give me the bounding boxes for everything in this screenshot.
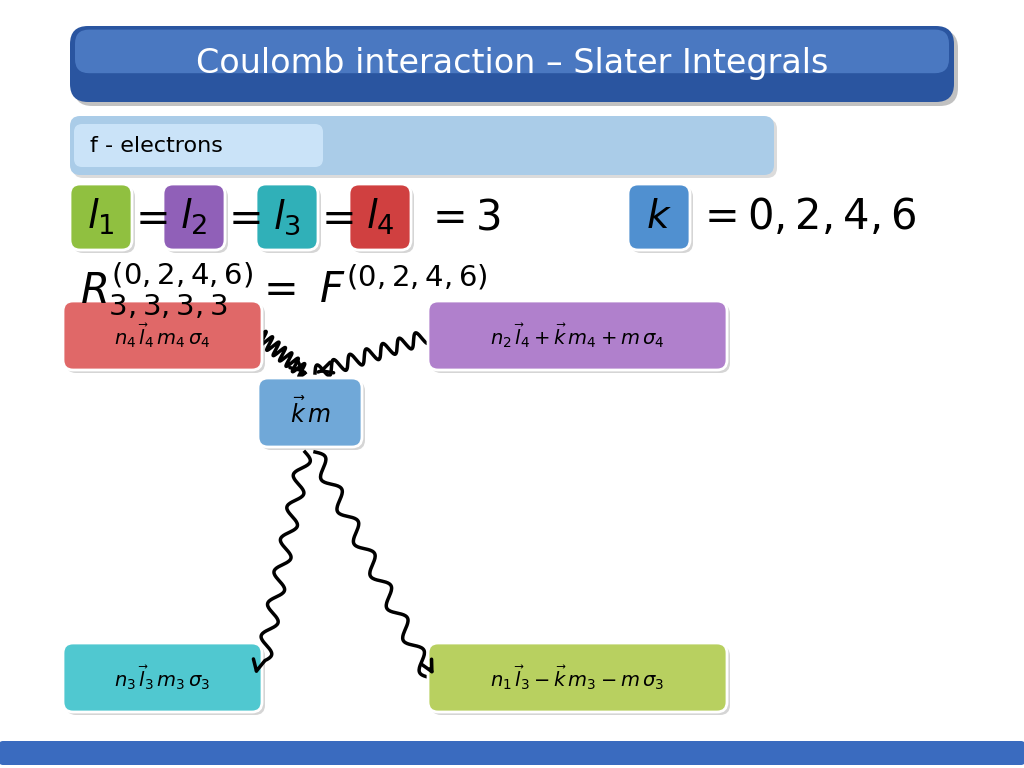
FancyBboxPatch shape xyxy=(349,184,411,250)
FancyBboxPatch shape xyxy=(75,30,949,73)
FancyBboxPatch shape xyxy=(70,184,132,250)
FancyBboxPatch shape xyxy=(431,304,730,373)
Text: $= 0, 2, 4, 6$: $= 0, 2, 4, 6$ xyxy=(696,196,916,238)
FancyBboxPatch shape xyxy=(258,378,362,447)
Text: $n_3\,\vec{l}_3\,m_3\,\sigma_3$: $n_3\,\vec{l}_3\,m_3\,\sigma_3$ xyxy=(115,664,211,692)
FancyBboxPatch shape xyxy=(70,116,774,175)
Text: Coulomb interaction – Slater Integrals: Coulomb interaction – Slater Integrals xyxy=(196,48,828,81)
Text: $n_2\,\vec{l}_4+\vec{k}\,m_4+m\,\sigma_4$: $n_2\,\vec{l}_4+\vec{k}\,m_4+m\,\sigma_4… xyxy=(490,321,665,349)
FancyBboxPatch shape xyxy=(0,741,1024,765)
FancyBboxPatch shape xyxy=(431,646,730,715)
FancyBboxPatch shape xyxy=(631,187,693,253)
FancyBboxPatch shape xyxy=(163,184,225,250)
Text: $k$: $k$ xyxy=(646,198,672,236)
Text: $=$: $=$ xyxy=(127,196,167,238)
Text: $=$: $=$ xyxy=(312,196,353,238)
Text: $l_3$: $l_3$ xyxy=(273,197,301,237)
Text: $= 3$: $= 3$ xyxy=(424,196,501,238)
FancyBboxPatch shape xyxy=(63,301,262,370)
Text: $\vec{k}\,m$: $\vec{k}\,m$ xyxy=(290,397,331,428)
Text: $= \ F^{(0,2,4,6)}$: $= \ F^{(0,2,4,6)}$ xyxy=(255,268,487,312)
FancyBboxPatch shape xyxy=(166,187,228,253)
Text: $=$: $=$ xyxy=(220,196,260,238)
FancyBboxPatch shape xyxy=(261,381,365,450)
Text: $n_4\,\vec{l}_4\,m_4\,\sigma_4$: $n_4\,\vec{l}_4\,m_4\,\sigma_4$ xyxy=(115,321,211,349)
FancyBboxPatch shape xyxy=(73,119,777,178)
FancyBboxPatch shape xyxy=(256,184,318,250)
Text: $l_4$: $l_4$ xyxy=(366,197,394,237)
FancyBboxPatch shape xyxy=(63,643,262,712)
FancyBboxPatch shape xyxy=(352,187,414,253)
Text: $n_1\,\vec{l}_3-\vec{k}\,m_3-m\,\sigma_3$: $n_1\,\vec{l}_3-\vec{k}\,m_3-m\,\sigma_3… xyxy=(490,664,665,692)
Text: f - electrons: f - electrons xyxy=(90,135,223,155)
FancyBboxPatch shape xyxy=(74,30,958,106)
FancyBboxPatch shape xyxy=(428,301,727,370)
FancyBboxPatch shape xyxy=(628,184,690,250)
FancyBboxPatch shape xyxy=(70,26,954,102)
FancyBboxPatch shape xyxy=(428,643,727,712)
Text: $R_{3,3,3,3}^{(0,2,4,6)}$: $R_{3,3,3,3}^{(0,2,4,6)}$ xyxy=(80,260,253,320)
FancyBboxPatch shape xyxy=(73,187,135,253)
FancyBboxPatch shape xyxy=(66,646,265,715)
Text: $l_1$: $l_1$ xyxy=(87,197,115,237)
Text: $l_2$: $l_2$ xyxy=(180,197,208,237)
FancyBboxPatch shape xyxy=(259,187,321,253)
FancyBboxPatch shape xyxy=(66,304,265,373)
FancyBboxPatch shape xyxy=(74,124,323,167)
